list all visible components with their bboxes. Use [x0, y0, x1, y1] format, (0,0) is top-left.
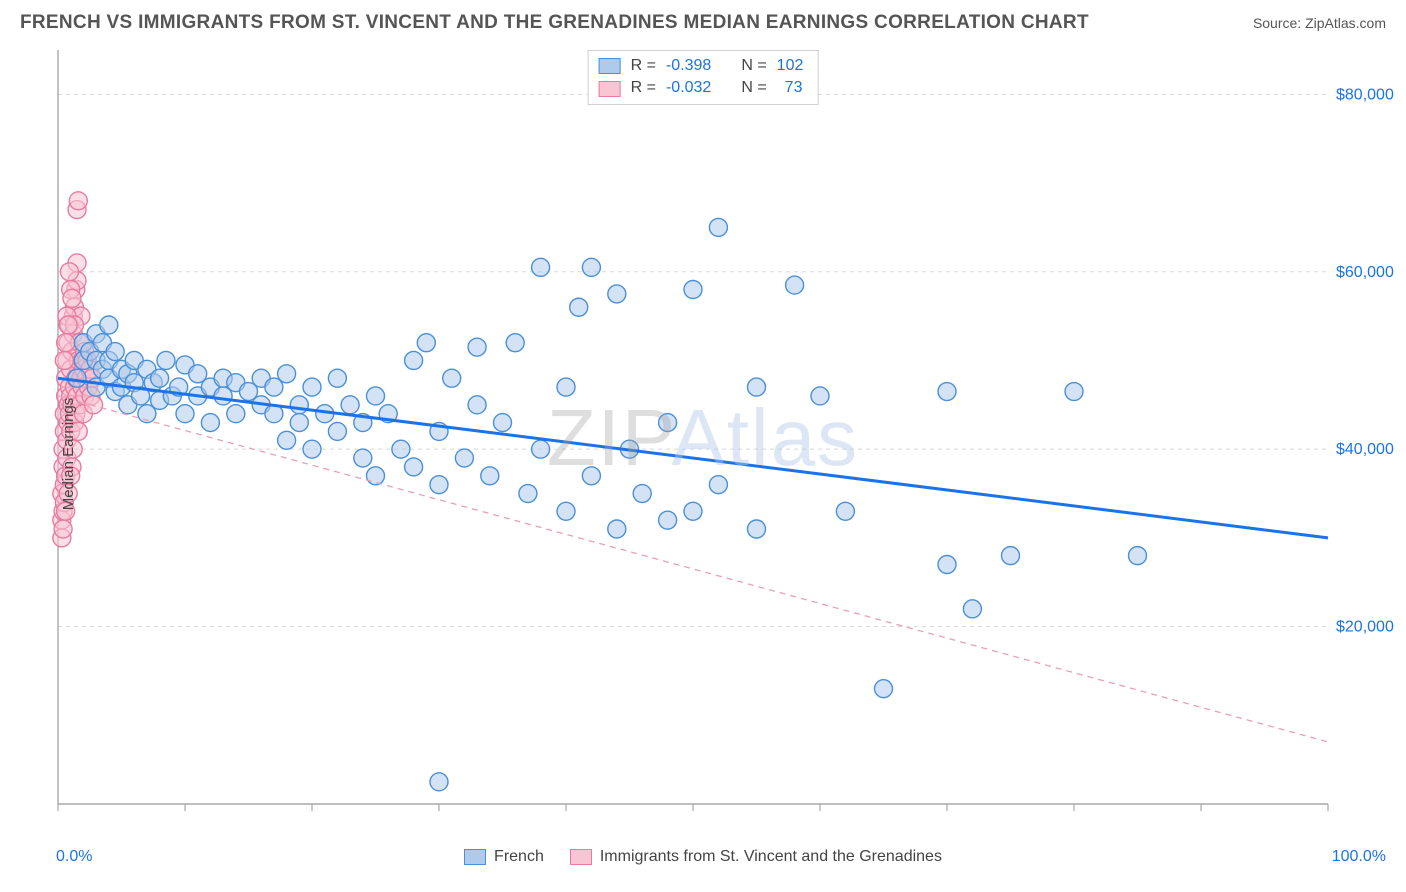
- stats-row-pink: R = -0.032 N = 73: [599, 77, 804, 99]
- chart-title: FRENCH VS IMMIGRANTS FROM ST. VINCENT AN…: [20, 12, 1089, 34]
- source-attribution: Source: ZipAtlas.com: [1253, 15, 1386, 31]
- correlation-chart: Median Earnings $20,000 $40,000 $60,000 $80…: [8, 44, 1398, 864]
- y-axis-label: Median Earnings: [60, 398, 77, 511]
- svg-text:$40,000: $40,000: [1336, 441, 1394, 458]
- source-link[interactable]: ZipAtlas.com: [1305, 15, 1386, 31]
- stats-legend: R = -0.398 N = 102 R = -0.032 N = 73: [588, 50, 819, 105]
- x-axis-end: 100.0%: [1332, 848, 1386, 866]
- svg-text:$60,000: $60,000: [1336, 264, 1394, 281]
- x-axis-start: 0.0%: [56, 848, 92, 866]
- chart-svg: $20,000 $40,000 $60,000 $80,000: [8, 44, 1398, 834]
- legend-item-blue: French: [464, 848, 544, 866]
- legend-item-pink: Immigrants from St. Vincent and the Gren…: [570, 848, 942, 866]
- svg-text:$80,000: $80,000: [1336, 86, 1394, 103]
- svg-text:$20,000: $20,000: [1336, 619, 1394, 636]
- stats-row-blue: R = -0.398 N = 102: [599, 55, 804, 77]
- series-legend: French Immigrants from St. Vincent and t…: [8, 848, 1398, 866]
